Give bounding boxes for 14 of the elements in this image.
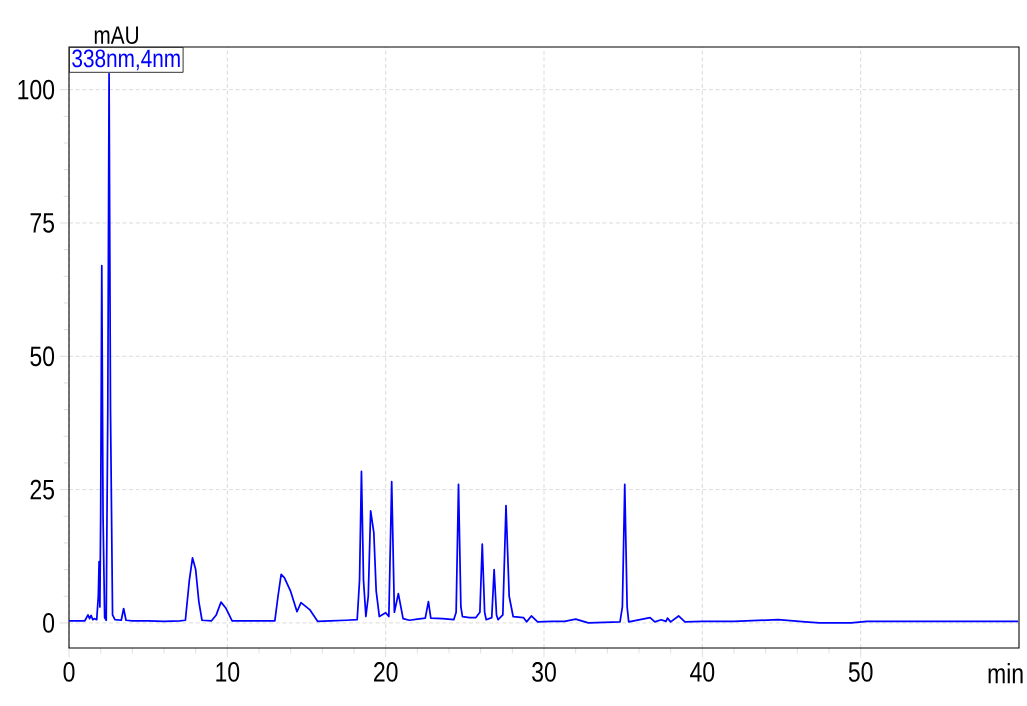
x-tick-label: 30 [532,662,556,682]
x-tick-label: 10 [216,662,240,682]
y-tick-label: 75 [30,213,55,233]
y-tick-label: 25 [30,479,55,500]
x-axis-title: min [988,662,1023,684]
y-axis-title: mAU [94,26,138,45]
x-tick-label: 40 [690,662,715,682]
y-tick-label: 0 [43,613,55,633]
series-label: 338nm,4nm [72,49,180,71]
y-tick-label: 50 [30,346,55,367]
x-tick-label: 0 [63,662,75,682]
x-tick-label: 20 [374,662,398,682]
y-tick-label: 100 [18,79,55,100]
x-tick-label: 50 [848,662,873,682]
